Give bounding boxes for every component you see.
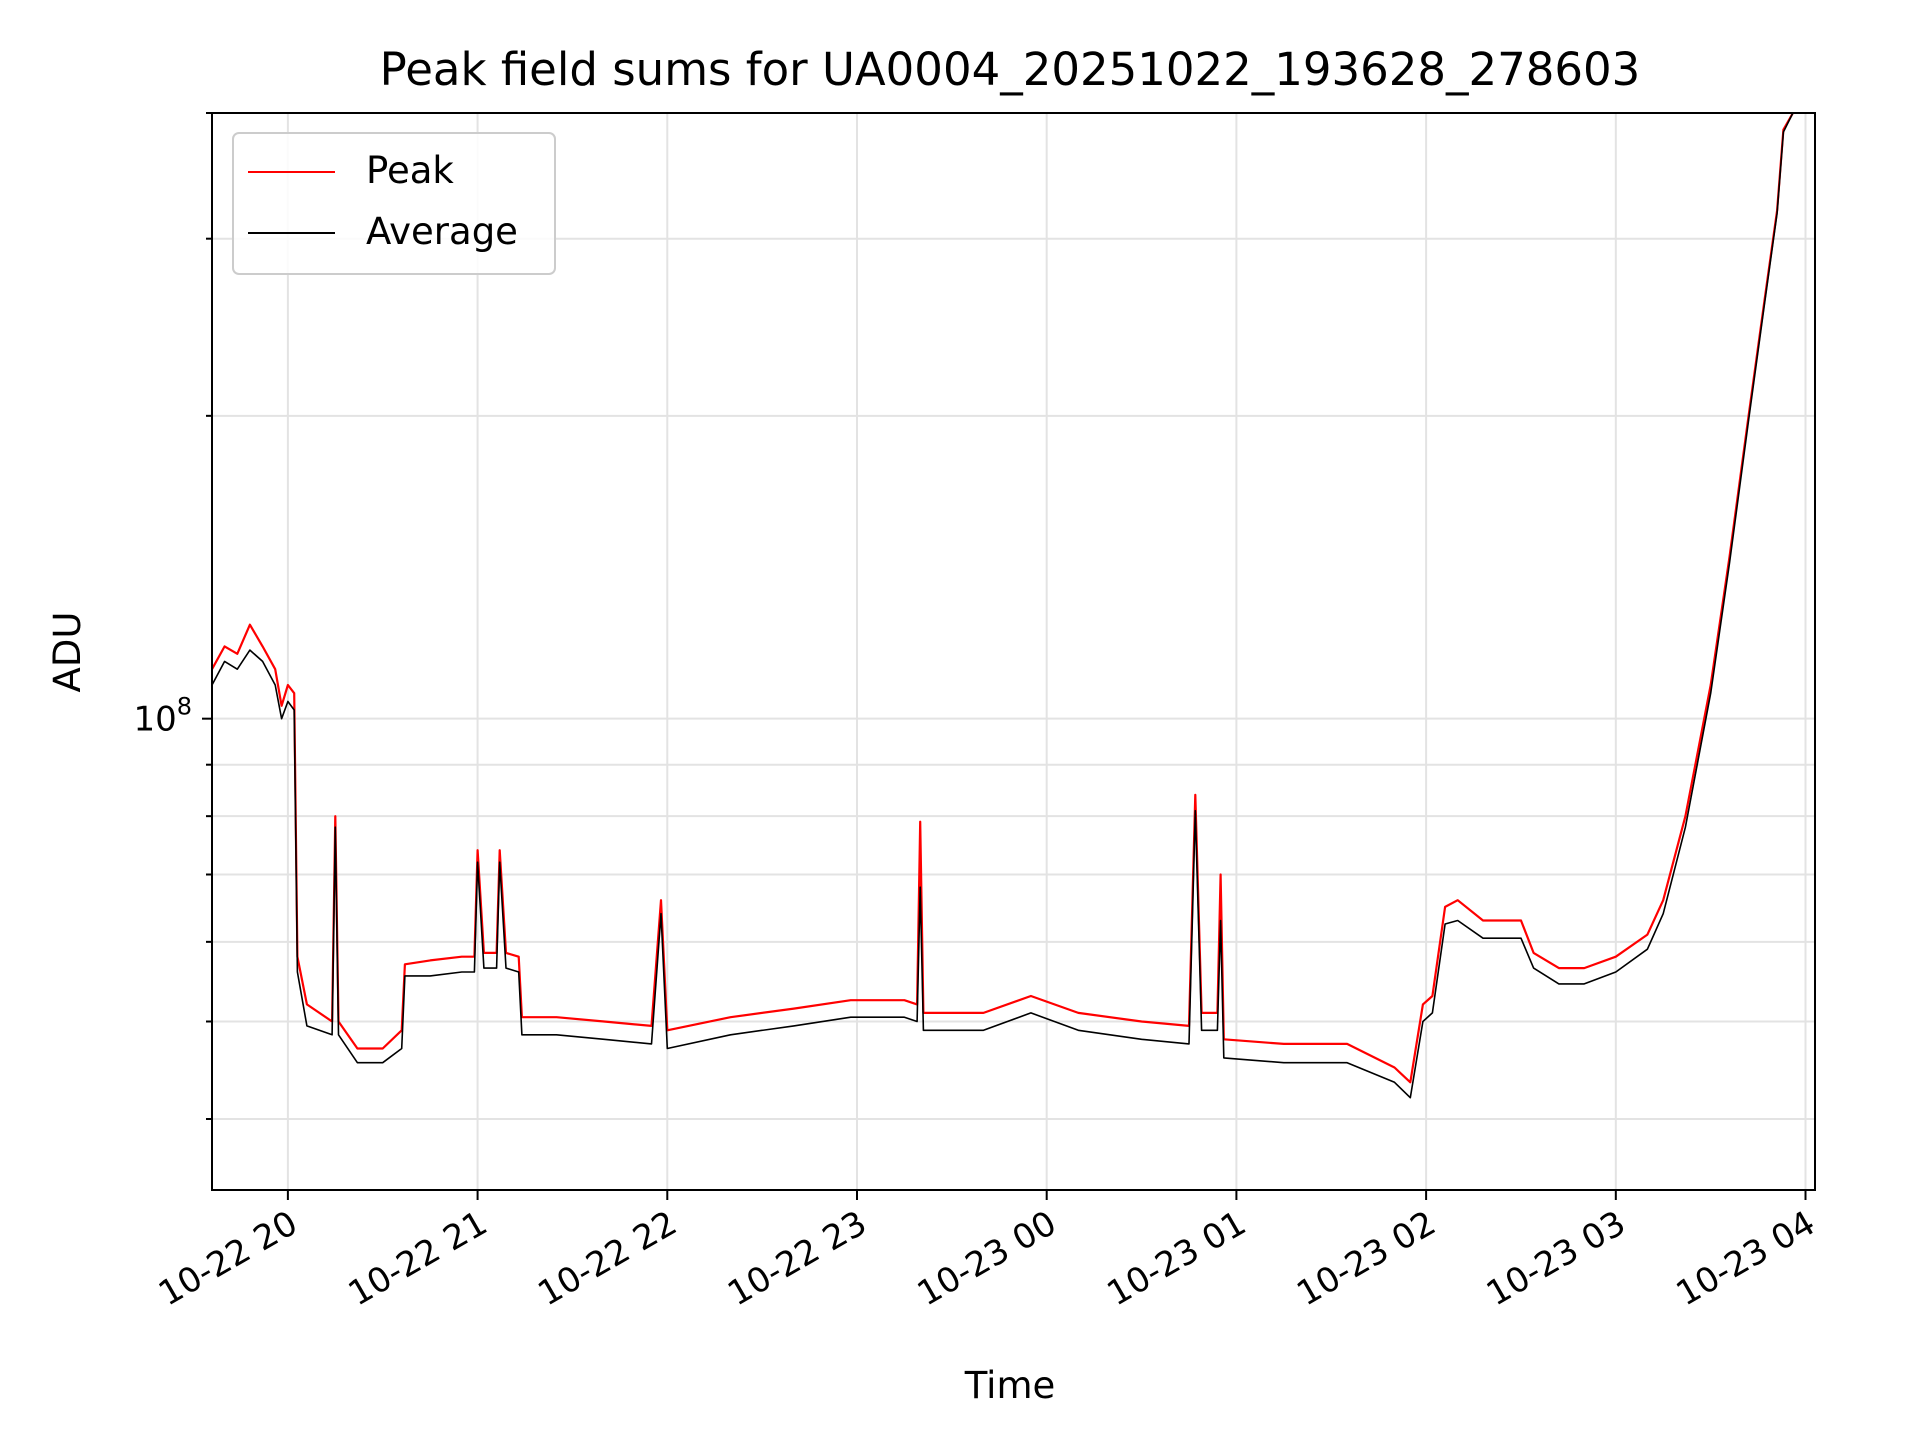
y-tick-label-base: 10 xyxy=(133,700,176,740)
legend-label-average: Average xyxy=(366,210,518,253)
y-axis-label: ADU xyxy=(46,612,89,693)
x-axis-label: Time xyxy=(964,1364,1056,1407)
chart-title: Peak field sums for UA0004_20251022_1936… xyxy=(380,43,1641,96)
series-lines xyxy=(211,112,1794,1099)
series-line-average xyxy=(211,112,1794,1099)
y-tick-label-exponent: 8 xyxy=(177,693,192,721)
y-tick-label: 108 xyxy=(133,693,192,740)
y-tick-labels: 108 xyxy=(133,693,192,740)
legend-box xyxy=(232,132,556,275)
legend-label-peak: Peak xyxy=(366,149,454,192)
axes xyxy=(202,112,1816,1200)
plot-frame xyxy=(211,112,1816,1191)
legend: Peak Average xyxy=(232,132,556,275)
